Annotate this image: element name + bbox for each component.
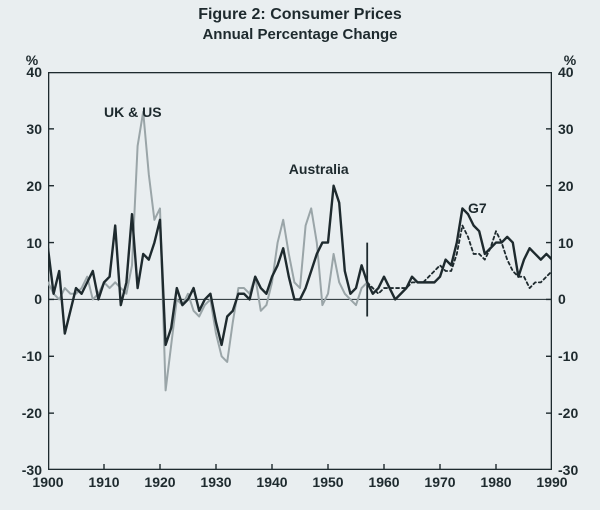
series-label-uk_us: UK & US: [104, 104, 162, 120]
x-tick-1910: 1910: [88, 475, 119, 489]
chart-title: Figure 2: Consumer Prices: [0, 6, 600, 24]
y-unit-right: %: [564, 53, 576, 67]
y-tick-right-20: 20: [558, 179, 574, 193]
y-tick-left--10: -10: [22, 349, 42, 363]
y-tick-right--20: -20: [558, 406, 578, 420]
x-tick-1900: 1900: [32, 475, 63, 489]
x-tick-1980: 1980: [480, 475, 511, 489]
y-unit-left: %: [26, 53, 38, 67]
x-tick-1950: 1950: [312, 475, 343, 489]
x-tick-1970: 1970: [424, 475, 455, 489]
series-label-g7: G7: [468, 200, 487, 216]
x-tick-1930: 1930: [200, 475, 231, 489]
y-tick-right-0: 0: [558, 292, 566, 306]
x-tick-1920: 1920: [144, 475, 175, 489]
series-label-australia: Australia: [289, 161, 349, 177]
y-tick-left-30: 30: [26, 122, 42, 136]
y-tick-left--20: -20: [22, 406, 42, 420]
chart-subtitle: Annual Percentage Change: [0, 26, 600, 43]
chart-plot-area: [48, 72, 552, 470]
y-tick-right-10: 10: [558, 236, 574, 250]
page-root: Figure 2: Consumer Prices Annual Percent…: [0, 0, 600, 510]
x-tick-1960: 1960: [368, 475, 399, 489]
y-tick-right-30: 30: [558, 122, 574, 136]
y-tick-left-10: 10: [26, 236, 42, 250]
chart-svg: [48, 72, 552, 470]
y-tick-left-20: 20: [26, 179, 42, 193]
y-tick-right--10: -10: [558, 349, 578, 363]
y-tick-left-0: 0: [34, 292, 42, 306]
x-tick-1990: 1990: [536, 475, 567, 489]
x-tick-1940: 1940: [256, 475, 287, 489]
